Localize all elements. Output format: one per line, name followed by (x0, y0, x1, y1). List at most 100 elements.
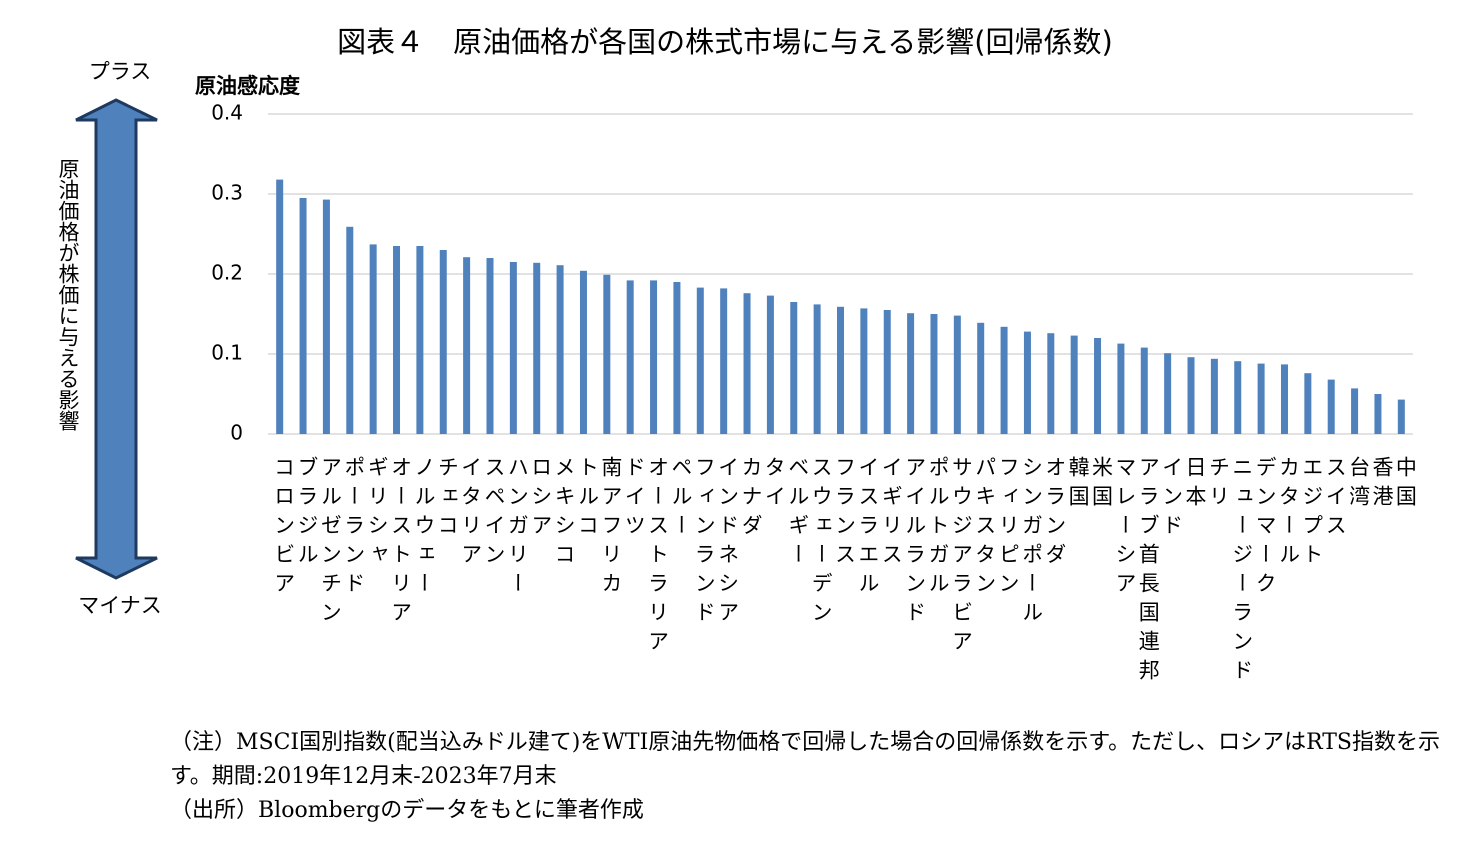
bar (1187, 357, 1195, 434)
x-tick-label: スウェーデン (809, 456, 833, 630)
bar (1327, 379, 1335, 434)
y-tick-label: 0.1 (211, 341, 243, 365)
x-tick-label: カタール (1276, 456, 1300, 572)
x-tick-label: 日本 (1183, 456, 1207, 514)
notes: （注）MSCI国別指数(配当込みドル建て)をWTI原油先物価格で回帰した場合の回… (170, 726, 1445, 828)
x-tick-label: 香港 (1370, 456, 1394, 514)
x-tick-label: デンマーク (1253, 456, 1277, 601)
x-tick-label: チリ (1206, 456, 1230, 514)
x-tick-label: オランダ (1043, 456, 1067, 572)
x-tick-label: ハンガリー (505, 456, 529, 601)
bar (1210, 358, 1218, 434)
bar (1023, 331, 1031, 434)
y-tick-label: 0.3 (211, 181, 243, 205)
bar (1257, 363, 1265, 434)
y-tick-label: 0.2 (211, 261, 243, 285)
bar (509, 262, 517, 434)
x-tick-label: サウジアラビア (949, 456, 973, 659)
bar (977, 322, 985, 434)
bar (720, 288, 728, 434)
bar (276, 179, 284, 434)
note: （出所）Bloombergのデータをもとに筆者作成 (170, 798, 644, 823)
bar (1351, 388, 1359, 434)
bar (322, 199, 330, 434)
bar (416, 246, 424, 434)
bar (743, 293, 751, 434)
bar (813, 304, 821, 434)
bar (1234, 361, 1242, 434)
bar (1047, 333, 1055, 434)
x-tick-label: オーストリア (389, 456, 413, 630)
arrow-bottom-label: マイナス (78, 594, 162, 618)
x-tick-label: アルゼンチン (318, 456, 342, 630)
chart-title: 図表４ 原油価格が各国の株式市場に与える影響(回帰係数) (337, 25, 1113, 59)
bar (626, 280, 634, 434)
x-tick-label: ニュージーランド (1230, 456, 1254, 688)
x-tick-label: パキスタン (973, 456, 997, 601)
bar (837, 306, 844, 434)
x-tick-label: エジプト (1300, 456, 1324, 572)
x-tick-label: イタリア (459, 456, 483, 572)
bar (533, 262, 541, 434)
bar (860, 308, 868, 434)
x-tick-label: フィンランド (692, 456, 716, 630)
bar (1117, 343, 1125, 434)
bar (953, 315, 961, 434)
x-tick-label: トルコ (575, 456, 599, 543)
y-tick-label: 0.4 (211, 101, 243, 125)
x-tick-label: メキシコ (552, 456, 576, 572)
bar (766, 295, 774, 434)
x-tick-label: ドイツ (622, 456, 646, 543)
x-tick-label: 中国 (1393, 456, 1417, 514)
bar (579, 270, 587, 434)
bar (1304, 373, 1312, 434)
x-tick-label: ペルー (669, 456, 693, 543)
x-tick-label: ブラジル (295, 456, 319, 572)
bar (1070, 335, 1078, 434)
x-tick-label: インドネシア (716, 456, 740, 630)
impact-arrow (75, 98, 158, 580)
bar (1280, 364, 1288, 434)
x-tick-label: チェコ (435, 456, 459, 543)
bar (907, 313, 915, 434)
x-tick-label: 台湾 (1347, 456, 1371, 514)
bar (299, 198, 307, 434)
bar (650, 280, 658, 434)
x-tick-label: フィリピン (996, 456, 1020, 601)
x-tick-label: カナダ (739, 456, 763, 543)
x-tick-label: オーストラリア (646, 456, 670, 659)
x-tick-label: イスラエル (856, 456, 880, 601)
bar (883, 310, 891, 434)
bar (556, 265, 564, 434)
arrow-label: 原油価格が株価に与える影響 (56, 158, 80, 431)
bar (603, 274, 611, 434)
x-tick-label: ポーランド (342, 456, 366, 601)
bar (1164, 353, 1172, 434)
bar (346, 226, 354, 434)
arrow-top-label: プラス (89, 60, 152, 84)
bar (790, 302, 798, 434)
x-tick-label: インド (1160, 456, 1184, 543)
y-axis-title: 原油感応度 (195, 74, 300, 98)
x-tick-label: スペイン (482, 456, 506, 572)
x-tick-label: ベルギー (786, 456, 810, 572)
x-tick-label: コロンビア (272, 456, 296, 601)
x-tick-label: 南アフリカ (599, 456, 623, 601)
bar (486, 258, 494, 434)
x-tick-label: ノルウェー (412, 456, 436, 601)
bar (930, 314, 938, 434)
x-tick-label: 米国 (1090, 456, 1114, 514)
bar (1397, 399, 1405, 434)
bar (673, 282, 681, 434)
y-tick-label: 0 (230, 421, 243, 445)
x-tick-label: タイ (762, 456, 786, 514)
bar (463, 257, 471, 434)
note: （注）MSCI国別指数(配当込みドル建て)をWTI原油先物価格で回帰した場合の回… (170, 730, 1440, 789)
bar (696, 287, 704, 434)
bar (1374, 394, 1382, 434)
x-tick-label: アイルランド (903, 456, 927, 630)
x-tick-label: アラブ首長国連邦 (1136, 456, 1160, 688)
x-tick-label: マレーシア (1113, 456, 1137, 601)
x-tick-label: シンガポール (1019, 456, 1043, 630)
